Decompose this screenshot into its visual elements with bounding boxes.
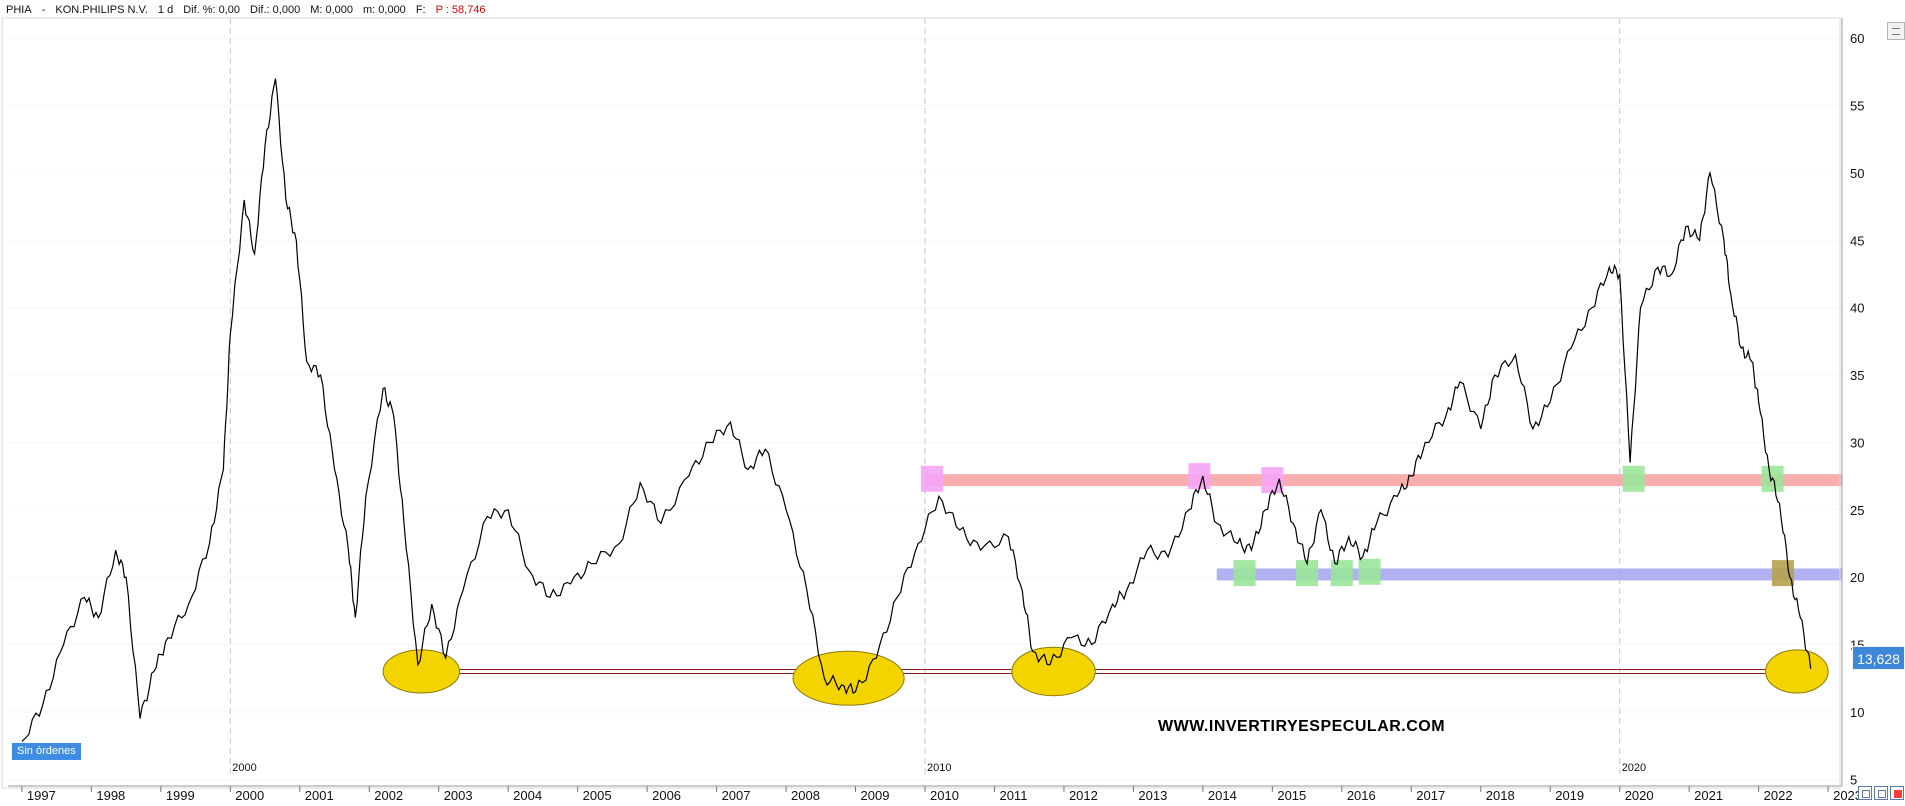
y-tick-label-7: 40 xyxy=(1850,301,1864,316)
x-tick-label-16: 2013 xyxy=(1138,788,1167,803)
chart-axes xyxy=(1,17,1843,789)
y-tick-label-1: 10 xyxy=(1850,705,1864,720)
bottom-ellipses xyxy=(382,646,1829,706)
bottom-ellipse-1 xyxy=(792,650,905,706)
y-tick-label-4: 25 xyxy=(1850,503,1864,518)
x-tick-label-8: 2005 xyxy=(583,788,612,803)
period-label: 1 d xyxy=(157,4,174,16)
x-tick-label-4: 2001 xyxy=(305,788,334,803)
y-tick-label-0: 5 xyxy=(1850,772,1857,787)
touch-highlight-9 xyxy=(1771,560,1794,587)
x-tick-label-25: 2022 xyxy=(1764,788,1793,803)
x-tick-label-13: 2010 xyxy=(930,788,959,803)
bottom-ellipse-3 xyxy=(1765,649,1829,694)
bottom-ellipse-2 xyxy=(1011,646,1096,697)
touch-highlight-6 xyxy=(1358,558,1381,585)
x-tick-label-23: 2020 xyxy=(1625,788,1654,803)
y-tick-label-8: 45 xyxy=(1850,233,1864,248)
y-tick-label-9: 50 xyxy=(1850,166,1864,181)
x-tick-label-21: 2018 xyxy=(1486,788,1515,803)
x-tick-label-18: 2015 xyxy=(1277,788,1306,803)
m-small-label: m: 0,000 xyxy=(363,4,406,16)
y-tick-label-10: 55 xyxy=(1850,99,1864,114)
f-label: F: xyxy=(415,4,426,16)
level-lines xyxy=(403,474,1842,674)
x-tick-label-19: 2016 xyxy=(1347,788,1376,803)
y-tick-label-11: 60 xyxy=(1850,31,1864,46)
x-tick-label-17: 2014 xyxy=(1208,788,1237,803)
chart-frame xyxy=(1,17,1841,789)
touch-highlight-0 xyxy=(920,465,943,492)
y-tick-label-3: 20 xyxy=(1850,570,1864,585)
decade-label-0: 2000 xyxy=(232,762,256,774)
x-tick-label-3: 2000 xyxy=(235,788,264,803)
toolbar-icon-1[interactable] xyxy=(1858,786,1872,800)
x-tick-label-1: 1998 xyxy=(96,788,125,803)
x-tick-label-7: 2004 xyxy=(513,788,542,803)
m-label: M: 0,000 xyxy=(310,4,353,16)
touch-highlight-2 xyxy=(1261,467,1284,494)
x-tick-label-26: 2023 xyxy=(1833,788,1862,803)
touch-highlight-1 xyxy=(1188,463,1211,490)
x-tick-label-11: 2008 xyxy=(791,788,820,803)
company-name: KON.PHILIPS N.V. xyxy=(55,4,148,16)
toolbar-icon-2[interactable] xyxy=(1874,786,1888,800)
bottom-toolbar xyxy=(1858,786,1905,804)
tick-labels: 5101520253035404550556019971998199920002… xyxy=(21,31,1864,803)
touch-highlight-5 xyxy=(1330,560,1353,587)
x-tick-label-0: 1997 xyxy=(27,788,56,803)
chart-header: PHIA - KON.PHILIPS N.V. 1 d Dif. %: 0,00… xyxy=(0,0,1848,20)
x-tick-label-22: 2019 xyxy=(1555,788,1584,803)
touch-highlight-4 xyxy=(1296,560,1319,587)
x-tick-label-5: 2002 xyxy=(374,788,403,803)
symbol-label: PHIA xyxy=(6,4,32,16)
price-label: P : 58,746 xyxy=(435,4,486,16)
decade-markers: 2000 2010 2020 xyxy=(229,18,1646,776)
separator-label: - xyxy=(41,4,46,16)
y-tick-label-6: 35 xyxy=(1850,368,1864,383)
touch-highlight-7 xyxy=(1622,465,1645,492)
x-tick-label-10: 2007 xyxy=(722,788,751,803)
price-line xyxy=(21,78,1812,742)
toolbar-icon-3[interactable] xyxy=(1890,786,1904,800)
x-tick-label-6: 2003 xyxy=(444,788,473,803)
y-tick-label-5: 30 xyxy=(1850,435,1864,450)
diff-abs-label: Dif.: 0,000 xyxy=(250,4,301,16)
level-band-0 xyxy=(925,474,1842,487)
orders-badge: Sin órdenes xyxy=(12,743,81,760)
watermark-text: WWW.INVERTIRYESPECULAR.COM xyxy=(1158,718,1446,735)
x-tick-label-20: 2017 xyxy=(1416,788,1445,803)
decade-label-2: 2020 xyxy=(1622,762,1646,774)
x-tick-label-2: 1999 xyxy=(166,788,195,803)
touch-highlight-3 xyxy=(1233,560,1256,587)
diff-pct-label: Dif. %: 0,00 xyxy=(183,4,241,16)
x-tick-label-14: 2011 xyxy=(999,788,1027,803)
last-price-tag: 13,628 xyxy=(1852,646,1905,670)
x-tick-label-24: 2021 xyxy=(1694,788,1723,803)
x-tick-label-15: 2012 xyxy=(1069,788,1098,803)
x-tick-label-12: 2009 xyxy=(861,788,890,803)
decade-label-1: 2010 xyxy=(927,762,951,774)
x-tick-label-9: 2006 xyxy=(652,788,681,803)
